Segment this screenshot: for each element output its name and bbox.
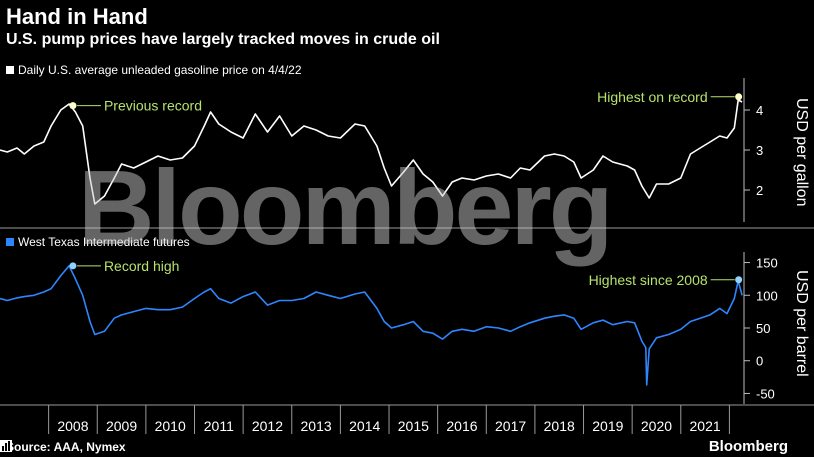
x-tick-label: 2015: [398, 418, 429, 434]
top-y-tick-label: 2: [756, 183, 763, 198]
wti-legend-swatch: [6, 238, 14, 246]
bottom-y-tick-label: 100: [756, 288, 778, 303]
bottom-y-axis-title: USD per barrel: [793, 270, 810, 377]
bloomberg-brand: Bloomberg: [708, 438, 788, 455]
top-y-tick-label: 4: [756, 103, 763, 118]
highest-since-2008-annotation-label: Highest since 2008: [589, 272, 708, 288]
previous-record-annotation-marker: [69, 102, 77, 110]
top-y-tick-label: 3: [756, 143, 763, 158]
x-tick-label: 2021: [690, 418, 721, 434]
bottom-y-tick-label: 50: [756, 321, 770, 336]
highest-since-2008-annotation-marker: [735, 276, 743, 284]
x-tick-label: 2019: [592, 418, 623, 434]
wti-futures-line: [0, 264, 743, 386]
x-tick-label: 2010: [155, 418, 186, 434]
previous-record-annotation-label: Previous record: [104, 98, 202, 114]
x-tick-label: 2016: [446, 418, 477, 434]
record-high-annotation-marker: [69, 262, 77, 270]
chart-title: Hand in Hand: [6, 4, 148, 29]
x-tick-label: 2011: [204, 418, 234, 434]
highest-on-record-annotation-label: Highest on record: [597, 89, 708, 105]
x-tick-label: 2013: [301, 418, 332, 434]
x-tick-label: 2014: [349, 418, 380, 434]
gasoline-legend-label: Daily U.S. average unleaded gasoline pri…: [18, 63, 302, 77]
bottom-y-tick-label: 150: [756, 256, 778, 271]
chart-subtitle: U.S. pump prices have largely tracked mo…: [6, 31, 440, 48]
gasoline-price-line: [0, 99, 743, 205]
gasoline-legend-swatch: [6, 66, 14, 74]
x-tick-label: 2012: [252, 418, 283, 434]
bottom-y-tick-label: -50: [756, 386, 775, 401]
bar-chart-icon: [0, 440, 12, 452]
record-high-annotation-label: Record high: [104, 258, 180, 274]
source-note: Source: AAA, Nymex: [6, 440, 126, 454]
x-tick-label: 2009: [106, 418, 137, 434]
x-tick-label: 2018: [544, 418, 575, 434]
x-tick-label: 2017: [495, 418, 526, 434]
top-y-axis-title: USD per gallon: [793, 98, 810, 207]
wti-legend-label: West Texas Intermediate futures: [18, 235, 190, 249]
bottom-y-tick-label: 0: [756, 354, 763, 369]
x-tick-label: 2020: [641, 418, 672, 434]
x-tick-label: 2008: [57, 418, 88, 434]
highest-on-record-annotation-marker: [735, 93, 743, 101]
